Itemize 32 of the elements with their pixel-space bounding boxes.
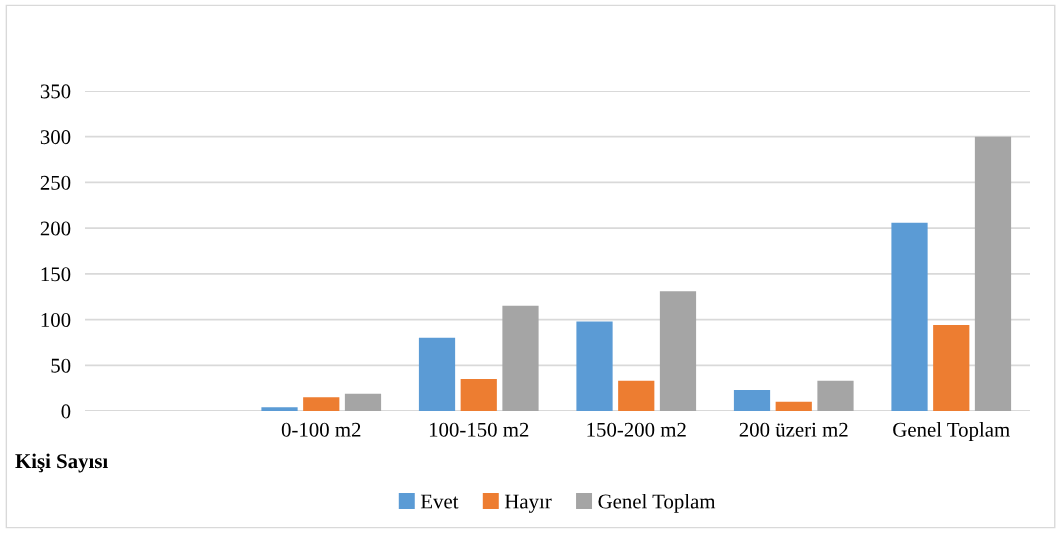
y-tick-label: 250 <box>40 175 71 190</box>
y-tick-label: 150 <box>41 267 71 282</box>
bar <box>659 291 697 411</box>
bar <box>418 337 456 411</box>
bar <box>891 222 928 411</box>
x-tick-label: 100-150 m2 <box>429 422 529 437</box>
y-tick-label: 50 <box>51 358 71 373</box>
x-tick-label: 0-100 m2 <box>281 422 361 437</box>
bar <box>974 136 1012 411</box>
y-tick-label: 350 <box>40 84 71 99</box>
bar <box>618 380 655 411</box>
bar <box>460 379 497 411</box>
text: Kişi Sayısı <box>15 453 108 473</box>
x-tick-label: 150-200 m2 <box>587 422 686 437</box>
y-tick-label: 100 <box>41 312 71 327</box>
bar <box>817 380 854 411</box>
bar <box>303 397 340 411</box>
bar <box>344 393 382 411</box>
y-tick-label: 0 <box>61 404 71 419</box>
legend-label: Genel Toplam <box>598 493 716 513</box>
bar <box>261 407 298 411</box>
bar <box>502 305 539 411</box>
bar <box>576 321 613 411</box>
y-tick-label: 300 <box>40 130 71 145</box>
x-tick-label: Genel Toplam <box>893 422 1010 441</box>
y-tick-label: 200 <box>40 221 71 236</box>
legend-label: Hayır <box>504 494 552 513</box>
legend-label: Evet <box>420 494 459 509</box>
bar <box>733 389 771 411</box>
bar <box>933 325 970 411</box>
bar <box>775 401 812 411</box>
x-tick-label: 200 üzeri m2 <box>739 422 848 437</box>
